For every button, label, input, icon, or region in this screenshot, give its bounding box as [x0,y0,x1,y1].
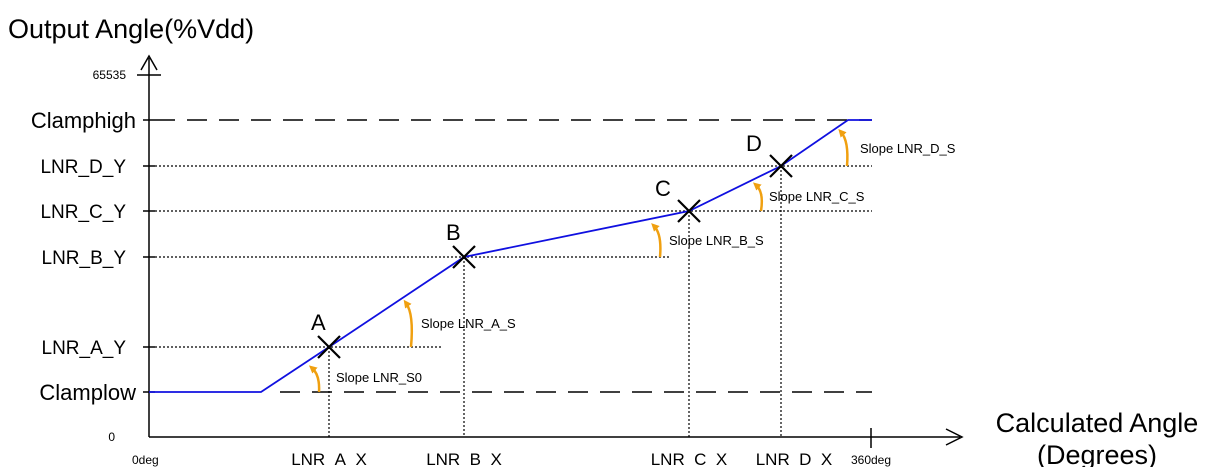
y-label-zero: 0 [108,430,115,444]
y-label-b: LNR_B_Y [42,248,127,269]
point-label-a: A [311,310,326,335]
slope-arrow-b [654,226,660,257]
slope-arrow-s0 [312,368,319,392]
point-label-c: C [655,176,671,201]
slope-arrow-c [756,185,762,211]
y-label-clamp-low: Clamplow [39,380,136,405]
y-axis-title: Output Angle(%Vdd) [8,14,254,44]
x-axis [149,429,962,445]
output-curve [149,120,872,392]
y-label-d: LNR_D_Y [40,157,126,178]
y-axis [141,56,157,437]
y-label-a: LNR_A_Y [42,338,127,359]
slope-arrow-a [406,303,412,347]
y-label-clamp-high: Clamphigh [31,108,136,133]
slope-label-a: Slope LNR_A_S [421,316,516,331]
slope-arrows [312,132,847,392]
slope-label-s0: Slope LNR_S0 [336,370,422,385]
x-label-a: LNR_A_X [291,450,367,467]
x-label-end: 360deg [851,453,891,467]
x-label-b: LNR_B_X [426,450,502,467]
y-label-max: 65535 [93,68,127,82]
x-axis-title-line2: (Degrees) [1037,440,1157,467]
slope-label-c: Slope LNR_C_S [769,189,865,204]
point-label-b: B [446,220,461,245]
slope-arrow-d [841,132,847,166]
x-axis-title-line1: Calculated Angle [996,408,1199,438]
y-label-c: LNR_C_Y [40,202,126,223]
x-label-start: 0deg [132,453,159,467]
x-label-c: LNR_C_X [651,450,728,467]
slope-label-b: Slope LNR_B_S [669,233,764,248]
x-label-d: LNR_D_X [756,450,833,467]
slope-label-d: Slope LNR_D_S [860,141,956,156]
point-label-d: D [746,131,762,156]
